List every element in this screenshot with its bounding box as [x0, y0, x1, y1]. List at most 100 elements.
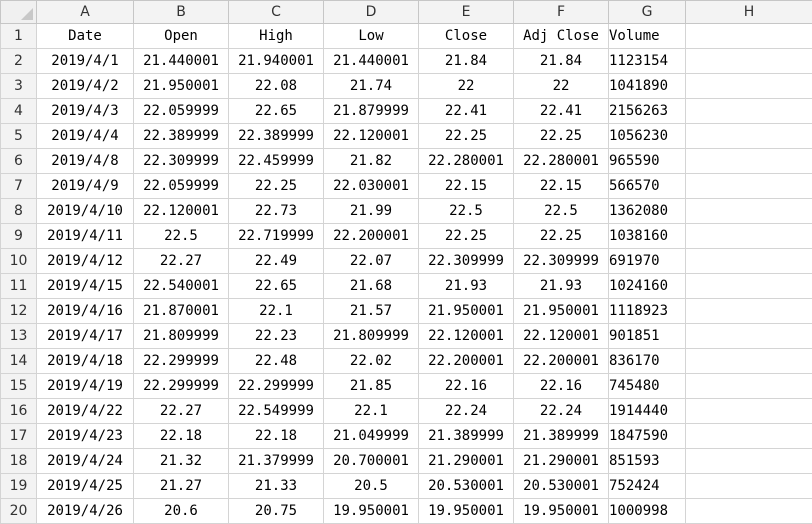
row-header[interactable]: 1 — [1, 24, 37, 49]
cell-date[interactable]: 2019/4/22 — [37, 399, 134, 424]
column-header-c[interactable]: C — [229, 1, 324, 24]
empty-cell[interactable] — [686, 474, 812, 499]
cell-date[interactable]: 2019/4/19 — [37, 374, 134, 399]
row-header[interactable]: 9 — [1, 224, 37, 249]
row-header[interactable]: 18 — [1, 449, 37, 474]
row-header[interactable]: 3 — [1, 74, 37, 99]
cell-open[interactable]: 21.440001 — [134, 49, 229, 74]
cell-high[interactable]: 22.49 — [229, 249, 324, 274]
cell-high[interactable]: 22.73 — [229, 199, 324, 224]
cell-open[interactable]: 22.299999 — [134, 374, 229, 399]
row-header[interactable]: 20 — [1, 499, 37, 524]
cell-date[interactable]: 2019/4/9 — [37, 174, 134, 199]
cell-high[interactable]: 22.18 — [229, 424, 324, 449]
row-header[interactable]: 15 — [1, 374, 37, 399]
cell-open[interactable]: 22.27 — [134, 249, 229, 274]
cell-adj-close[interactable]: 22.16 — [514, 374, 609, 399]
cell-low[interactable]: 21.57 — [324, 299, 419, 324]
cell-low[interactable]: 22.030001 — [324, 174, 419, 199]
cell-close[interactable]: 22.25 — [419, 224, 514, 249]
cell-date[interactable]: 2019/4/2 — [37, 74, 134, 99]
cell-close[interactable]: 21.290001 — [419, 449, 514, 474]
row-header[interactable]: 14 — [1, 349, 37, 374]
empty-cell[interactable] — [686, 124, 812, 149]
cell-high[interactable]: 21.33 — [229, 474, 324, 499]
row-header[interactable]: 19 — [1, 474, 37, 499]
cell-date[interactable]: 2019/4/3 — [37, 99, 134, 124]
cell-low[interactable]: 21.049999 — [324, 424, 419, 449]
cell-close[interactable]: 22.15 — [419, 174, 514, 199]
row-header[interactable]: 7 — [1, 174, 37, 199]
select-all-button[interactable] — [1, 1, 37, 24]
cell-adj-close[interactable]: 20.530001 — [514, 474, 609, 499]
cell-low[interactable]: 21.809999 — [324, 324, 419, 349]
empty-cell[interactable] — [686, 199, 812, 224]
header-cell-open[interactable]: Open — [134, 24, 229, 49]
empty-cell[interactable] — [686, 449, 812, 474]
cell-close[interactable]: 22.309999 — [419, 249, 514, 274]
cell-volume[interactable]: 566570 — [609, 174, 686, 199]
cell-low[interactable]: 19.950001 — [324, 499, 419, 524]
cell-adj-close[interactable]: 22.200001 — [514, 349, 609, 374]
row-header[interactable]: 2 — [1, 49, 37, 74]
cell-open[interactable]: 22.5 — [134, 224, 229, 249]
cell-open[interactable]: 22.059999 — [134, 174, 229, 199]
cell-volume[interactable]: 1056230 — [609, 124, 686, 149]
cell-volume[interactable]: 1038160 — [609, 224, 686, 249]
cell-close[interactable]: 22.41 — [419, 99, 514, 124]
cell-volume[interactable]: 745480 — [609, 374, 686, 399]
row-header[interactable]: 13 — [1, 324, 37, 349]
cell-date[interactable]: 2019/4/1 — [37, 49, 134, 74]
empty-cell[interactable] — [686, 149, 812, 174]
cell-open[interactable]: 22.120001 — [134, 199, 229, 224]
empty-cell[interactable] — [686, 324, 812, 349]
cell-low[interactable]: 21.99 — [324, 199, 419, 224]
cell-adj-close[interactable]: 21.84 — [514, 49, 609, 74]
cell-low[interactable]: 21.68 — [324, 274, 419, 299]
cell-open[interactable]: 20.6 — [134, 499, 229, 524]
cell-close[interactable]: 22.24 — [419, 399, 514, 424]
cell-adj-close[interactable]: 22.25 — [514, 224, 609, 249]
header-cell-date[interactable]: Date — [37, 24, 134, 49]
cell-close[interactable]: 21.93 — [419, 274, 514, 299]
cell-volume[interactable]: 965590 — [609, 149, 686, 174]
column-header-h[interactable]: H — [686, 1, 812, 24]
cell-volume[interactable]: 851593 — [609, 449, 686, 474]
cell-adj-close[interactable]: 22.25 — [514, 124, 609, 149]
cell-date[interactable]: 2019/4/12 — [37, 249, 134, 274]
cell-open[interactable]: 21.32 — [134, 449, 229, 474]
cell-date[interactable]: 2019/4/17 — [37, 324, 134, 349]
cell-open[interactable]: 22.18 — [134, 424, 229, 449]
row-header[interactable]: 16 — [1, 399, 37, 424]
row-header[interactable]: 6 — [1, 149, 37, 174]
cell-high[interactable]: 22.389999 — [229, 124, 324, 149]
cell-date[interactable]: 2019/4/26 — [37, 499, 134, 524]
cell-close[interactable]: 22.5 — [419, 199, 514, 224]
cell-date[interactable]: 2019/4/24 — [37, 449, 134, 474]
row-header[interactable]: 8 — [1, 199, 37, 224]
column-header-f[interactable]: F — [514, 1, 609, 24]
cell-adj-close[interactable]: 21.950001 — [514, 299, 609, 324]
cell-volume[interactable]: 901851 — [609, 324, 686, 349]
header-cell-adj-close[interactable]: Adj Close — [514, 24, 609, 49]
cell-low[interactable]: 22.120001 — [324, 124, 419, 149]
cell-high[interactable]: 20.75 — [229, 499, 324, 524]
cell-high[interactable]: 22.459999 — [229, 149, 324, 174]
empty-cell[interactable] — [686, 274, 812, 299]
cell-open[interactable]: 21.950001 — [134, 74, 229, 99]
cell-volume[interactable]: 1000998 — [609, 499, 686, 524]
cell-close[interactable]: 22.16 — [419, 374, 514, 399]
empty-cell[interactable] — [686, 49, 812, 74]
empty-cell[interactable] — [686, 399, 812, 424]
empty-cell[interactable] — [686, 24, 812, 49]
cell-adj-close[interactable]: 22.309999 — [514, 249, 609, 274]
cell-adj-close[interactable]: 21.290001 — [514, 449, 609, 474]
cell-volume[interactable]: 752424 — [609, 474, 686, 499]
cell-high[interactable]: 22.65 — [229, 274, 324, 299]
header-cell-low[interactable]: Low — [324, 24, 419, 49]
cell-close[interactable]: 21.84 — [419, 49, 514, 74]
cell-close[interactable]: 22.280001 — [419, 149, 514, 174]
cell-high[interactable]: 22.549999 — [229, 399, 324, 424]
empty-cell[interactable] — [686, 374, 812, 399]
cell-low[interactable]: 21.74 — [324, 74, 419, 99]
